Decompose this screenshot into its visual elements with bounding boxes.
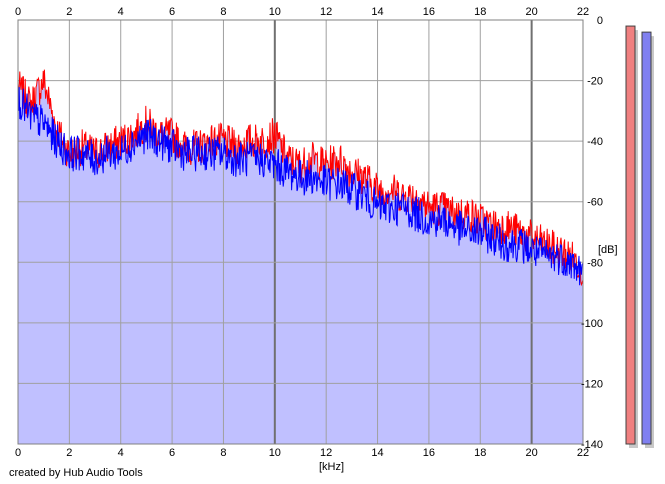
x-tick-label-top: 8: [220, 6, 226, 18]
x-tick-label-top: 20: [526, 6, 538, 18]
x-tick-label-bottom: 16: [423, 447, 435, 459]
y-tick-label: -100: [581, 318, 603, 330]
x-tick-label-top: 18: [474, 6, 486, 18]
x-tick-label-bottom: 14: [371, 447, 383, 459]
level-meter-left: [625, 25, 636, 445]
x-tick-label-bottom: 18: [474, 447, 486, 459]
level-meter-right: [641, 31, 652, 445]
x-tick-label-bottom: 22: [577, 447, 589, 459]
y-tick-label: -60: [587, 197, 603, 209]
x-tick-label-top: 22: [577, 6, 589, 18]
x-tick-label-top: 4: [118, 6, 124, 18]
y-axis-label: [dB]: [598, 244, 618, 256]
x-tick-label-top: 10: [269, 6, 281, 18]
x-tick-label-bottom: 20: [526, 447, 538, 459]
x-tick-label-bottom: 6: [169, 447, 175, 459]
y-tick-label: -80: [587, 257, 603, 269]
x-tick-label-bottom: 0: [15, 447, 21, 459]
y-tick-label: -20: [587, 76, 603, 88]
x-tick-labels-bottom: 0 2 4 6 8 10 12 14 16 18 20 22: [15, 447, 589, 459]
x-tick-labels-top: 0 2 4 6 8 10 12 14 16 18 20 22: [15, 6, 589, 18]
x-tick-label-bottom: 8: [220, 447, 226, 459]
x-tick-label-top: 6: [169, 6, 175, 18]
x-tick-label-bottom: 12: [320, 447, 332, 459]
y-tick-label: -140: [581, 439, 603, 451]
x-tick-label-top: 0: [15, 6, 21, 18]
x-tick-label-top: 14: [371, 6, 383, 18]
series-line-right-channel: [17, 84, 584, 286]
x-tick-label-bottom: 2: [66, 447, 72, 459]
y-tick-label: 0: [597, 15, 603, 27]
y-tick-labels: 0 -20 -40 -60 -80 -100 -120 -140: [581, 15, 603, 451]
x-axis-label: [kHz]: [319, 461, 344, 473]
x-tick-label-top: 16: [423, 6, 435, 18]
x-tick-label-bottom: 10: [269, 447, 281, 459]
plot-border: [17, 19, 584, 445]
footer-credit: created by Hub Audio Tools: [9, 467, 143, 479]
y-tick-label: -120: [581, 378, 603, 390]
x-tick-label-top: 12: [320, 6, 332, 18]
level-meters: [625, 25, 654, 449]
y-tick-label: -40: [587, 136, 603, 148]
x-tick-label-top: 2: [66, 6, 72, 18]
spectrum-fill-area: [18, 69, 583, 444]
x-tick-label-bottom: 4: [118, 447, 124, 459]
